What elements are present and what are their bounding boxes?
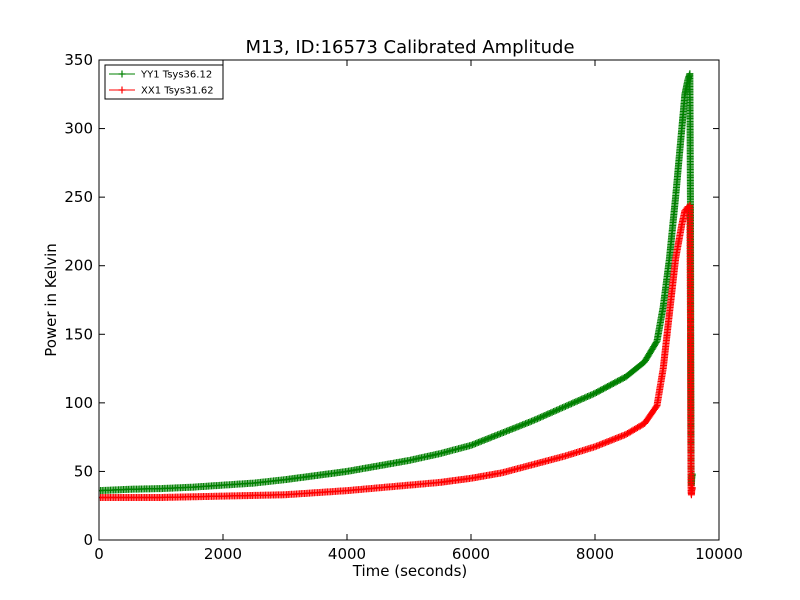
data-point bbox=[550, 408, 558, 416]
data-point bbox=[567, 400, 575, 408]
data-point bbox=[536, 413, 544, 421]
data-point bbox=[535, 414, 543, 422]
data-point bbox=[548, 408, 556, 416]
data-point bbox=[584, 393, 592, 401]
data-point bbox=[578, 395, 586, 403]
x-tick-label: 10000 bbox=[695, 545, 743, 563]
data-point bbox=[553, 406, 561, 414]
x-tick-label: 2000 bbox=[204, 545, 242, 563]
x-axis-label: Time (seconds) bbox=[352, 562, 468, 580]
data-point bbox=[544, 410, 552, 418]
legend-label: YY1 Tsys36.12 bbox=[140, 70, 212, 81]
data-point bbox=[581, 394, 589, 402]
data-point bbox=[554, 406, 562, 414]
data-point bbox=[547, 409, 555, 417]
chart-title: M13, ID:16573 Calibrated Amplitude bbox=[245, 37, 574, 58]
data-point bbox=[570, 398, 578, 406]
y-tick-label: 250 bbox=[64, 188, 93, 206]
data-point bbox=[587, 391, 595, 399]
data-point bbox=[585, 392, 593, 400]
data-point bbox=[579, 394, 587, 402]
data-point bbox=[560, 403, 568, 411]
data-point bbox=[566, 400, 574, 408]
data-point bbox=[542, 411, 550, 419]
legend-marker bbox=[118, 86, 126, 94]
y-tick-label: 100 bbox=[64, 394, 93, 412]
data-layer bbox=[99, 70, 696, 501]
x-tick-label: 4000 bbox=[328, 545, 366, 563]
y-tick-label: 300 bbox=[64, 120, 93, 138]
data-point bbox=[575, 396, 583, 404]
y-tick-label: 150 bbox=[64, 325, 93, 343]
legend: YY1 Tsys36.12 XX1 Tsys31.62 bbox=[104, 64, 224, 100]
data-point bbox=[688, 484, 696, 492]
data-point bbox=[538, 413, 546, 421]
data-point bbox=[563, 402, 571, 410]
data-point bbox=[588, 391, 596, 399]
y-axis-label: Power in Kelvin bbox=[42, 243, 60, 357]
data-point bbox=[576, 396, 584, 404]
x-tick-label: 0 bbox=[94, 545, 104, 563]
data-point bbox=[551, 407, 559, 415]
data-point bbox=[533, 415, 541, 423]
data-point bbox=[541, 411, 549, 419]
data-point bbox=[582, 393, 590, 401]
data-point bbox=[530, 416, 538, 424]
y-tick-label: 50 bbox=[74, 462, 93, 480]
legend-marker bbox=[118, 70, 126, 78]
data-point bbox=[556, 405, 564, 413]
data-point bbox=[529, 417, 537, 425]
data-point bbox=[564, 401, 572, 409]
data-point bbox=[532, 415, 540, 423]
data-point bbox=[545, 410, 553, 418]
x-tick-label: 6000 bbox=[452, 545, 490, 563]
data-point bbox=[561, 402, 569, 410]
data-point bbox=[572, 398, 580, 406]
series-1 bbox=[99, 201, 696, 501]
x-axis: 0 2000 4000 6000 8000 10000 bbox=[94, 60, 743, 563]
legend-label: XX1 Tsys31.62 bbox=[141, 86, 214, 97]
plot-frame bbox=[98, 59, 720, 541]
x-tick-label: 8000 bbox=[576, 545, 614, 563]
data-point bbox=[539, 412, 547, 420]
y-tick-label: 350 bbox=[64, 51, 93, 69]
y-tick-label: 200 bbox=[64, 257, 93, 275]
data-point bbox=[569, 399, 577, 407]
y-tick-label: 0 bbox=[83, 531, 93, 549]
data-point bbox=[559, 404, 567, 412]
data-point bbox=[557, 404, 565, 412]
legend-box bbox=[104, 64, 224, 100]
data-point bbox=[573, 397, 581, 405]
y-axis: 0 50 100 150 200 250 300 350 bbox=[64, 51, 719, 549]
